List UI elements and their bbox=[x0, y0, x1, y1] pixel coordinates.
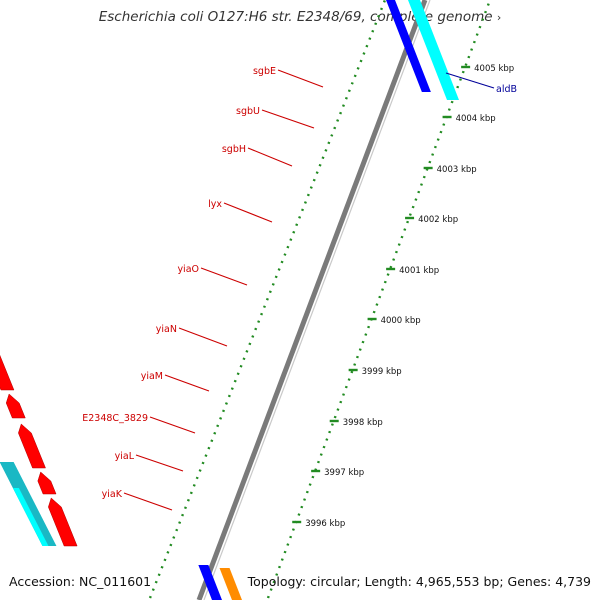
gene-leader-line bbox=[149, 416, 196, 434]
reverse-cds-arrow-9 bbox=[48, 497, 78, 547]
genome-backbone bbox=[196, 0, 428, 600]
scale-label: 4001 kbp bbox=[399, 266, 439, 276]
scale-label: 4005 kbp bbox=[474, 64, 514, 74]
gene-label-yiak: yiaK bbox=[102, 489, 123, 500]
aldb-cds-feature bbox=[408, 0, 459, 100]
scale-label: 3996 kbp bbox=[305, 519, 345, 529]
scale-label: 4002 kbp bbox=[418, 215, 458, 225]
reverse-cds-arrow-6 bbox=[5, 393, 26, 419]
rrna-feature-bottom bbox=[198, 565, 222, 600]
gene-label-sgbh: sgbH bbox=[222, 144, 246, 155]
gene-leader-line bbox=[178, 327, 228, 347]
gene-leader-line bbox=[200, 267, 248, 286]
gene-label-yiam: yiaM bbox=[141, 371, 163, 382]
genome-backbone-highlight bbox=[203, 0, 431, 600]
gene-label-yial: yiaL bbox=[115, 451, 135, 462]
scale-label: 3997 kbp bbox=[324, 468, 364, 478]
gene-leader-line bbox=[445, 72, 495, 89]
gene-label-sgbe: sgbE bbox=[253, 66, 276, 77]
gene-leader-line bbox=[277, 69, 324, 88]
scale-label: 4000 kbp bbox=[381, 316, 421, 326]
rrna-feature-top bbox=[386, 0, 431, 92]
gene-leader-line bbox=[123, 492, 173, 511]
forward-cds-block-lower bbox=[0, 462, 57, 546]
right-tick-track bbox=[266, 0, 492, 599]
gene-leader-line bbox=[164, 374, 210, 392]
scale-label: 4004 kbp bbox=[456, 114, 496, 124]
orange-feature-bottom bbox=[219, 568, 242, 600]
forward-cds-light-lower bbox=[12, 488, 49, 546]
genome-info-label: Topology: circular; Length: 4,965,553 bp… bbox=[247, 574, 591, 589]
gene-leader-line bbox=[135, 454, 184, 472]
gene-leader-line bbox=[261, 109, 315, 129]
accession-label: Accession: NC_011601 bbox=[9, 574, 152, 589]
scale-label: 3999 kbp bbox=[362, 367, 402, 377]
scale-label: 4003 kbp bbox=[437, 165, 477, 175]
gene-leader-line bbox=[223, 202, 273, 223]
gene-label-yiao: yiaO bbox=[177, 264, 199, 275]
gene-label-sgbu: sgbU bbox=[236, 106, 260, 117]
reverse-cds-arrow-7 bbox=[18, 423, 46, 469]
gene-label-lyx: lyx bbox=[208, 199, 222, 210]
left-tick-track bbox=[148, 0, 387, 599]
reverse-cds-arrow-8 bbox=[37, 471, 57, 495]
gene-label-e2348c_3829: E2348C_3829 bbox=[82, 413, 148, 424]
gene-label-aldb: aldB bbox=[496, 84, 517, 95]
title-arrow-icon[interactable]: › bbox=[496, 11, 502, 24]
gene-leader-line bbox=[247, 147, 293, 167]
reverse-cds-arrow-5 bbox=[0, 354, 15, 391]
scale-label: 3998 kbp bbox=[343, 418, 383, 428]
gene-label-yian: yiaN bbox=[156, 324, 177, 335]
